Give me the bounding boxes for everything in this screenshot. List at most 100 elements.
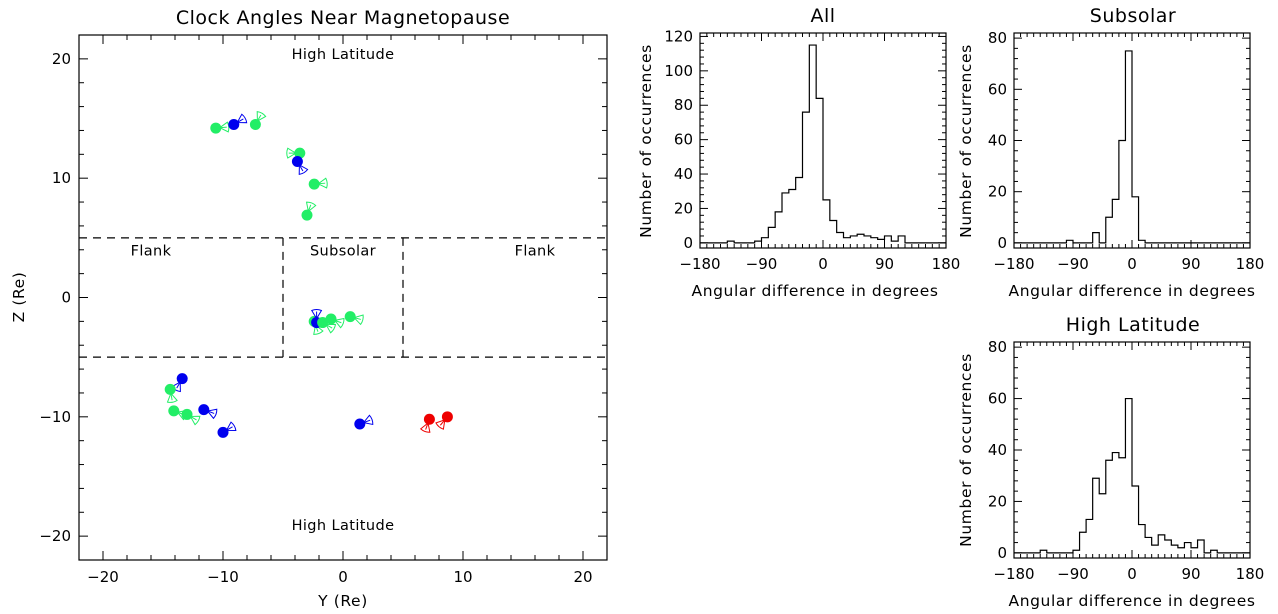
x-tick-label: 0 [338,568,348,586]
region-label: High Latitude [292,47,395,63]
y-tick-label: 10 [52,169,71,187]
histogram-high-latitude-ticks: −180 −90 0 90 180 0 20 40 60 80 [988,338,1264,583]
x-tick-label: −180 [993,565,1034,583]
point-marker [210,122,222,134]
scatter-point-green [249,111,267,130]
point-marker [164,383,176,395]
y-tick-label: 0 [997,234,1007,252]
y-tick-label: 20 [52,50,71,68]
point-marker [249,118,261,130]
histogram-subsolar-panel: Subsolar −180 −90 0 90 180 0 20 40 60 80 Angular … [957,5,1264,300]
scatter-x-axis-label: Y (Re) [317,592,368,610]
y-tick-label: 20 [988,492,1007,510]
region-label: High Latitude [292,518,395,534]
x-tick-label: 90 [875,255,894,273]
y-tick-label: 20 [988,183,1007,201]
point-marker [301,209,313,221]
point-marker [181,408,193,420]
point-marker [217,426,229,438]
y-tick-label: 40 [988,441,1007,459]
direction-fan [298,164,309,175]
x-tick-label: 180 [932,255,961,273]
scatter-point-green [164,383,178,403]
scatter-point-red [419,413,435,433]
histogram-high-latitude-panel: High Latitude −180 −90 0 90 180 0 20 40 60 80 Ang… [957,314,1264,610]
histogram-all-title: All [810,5,835,27]
y-tick-label: 0 [997,544,1007,562]
histogram-high-latitude-title: High Latitude [1066,314,1200,336]
x-tick-label: 10 [453,568,472,586]
direction-fan [313,324,324,335]
y-tick-label: 40 [674,165,693,183]
scatter-point-green [344,311,364,326]
direction-fan [435,419,446,430]
x-tick-label: 20 [573,568,592,586]
scatter-point-blue [228,113,248,130]
direction-fan [305,201,317,213]
histogram-subsolar-x-axis-label: Angular difference in degrees [1008,282,1255,300]
histogram-all-ticks: −180 −90 0 90 180 0 20 40 60 80 100 120 [664,27,960,273]
x-tick-label: −10 [207,568,239,586]
scatter-point-green [301,201,317,221]
y-tick-label: 0 [683,234,693,252]
y-tick-label: 0 [61,289,71,307]
x-tick-label: 90 [1181,565,1200,583]
x-tick-label: 0 [818,255,828,273]
x-tick-label: −90 [1057,255,1089,273]
scatter-title: Clock Angles Near Magnetopause [176,7,510,29]
direction-fan [236,113,248,124]
region-label: Flank [131,244,172,260]
y-tick-label: 20 [674,199,693,217]
point-marker [354,418,366,430]
x-tick-label: −20 [87,568,119,586]
scatter-point-blue [291,155,309,175]
scatter-point-red [435,411,453,430]
point-marker [344,311,356,323]
y-tick-label: 60 [988,390,1007,408]
x-tick-label: −180 [993,255,1034,273]
scatter-point-blue [354,414,374,430]
region-label: Subsolar [310,244,376,260]
y-tick-label: 80 [988,29,1007,47]
x-tick-label: 90 [1181,255,1200,273]
region-boundaries [79,237,607,358]
point-marker [176,373,188,385]
clock-angle-scatter-panel: Clock Angles Near Magnetopause High Lati… [10,7,608,610]
point-marker [198,404,210,416]
scatter-points [164,111,453,438]
direction-fan [256,111,267,122]
point-marker [291,155,303,167]
direction-fan [218,121,230,133]
point-marker [441,411,453,423]
y-tick-label: 40 [988,132,1007,150]
point-marker [325,313,337,325]
point-marker [168,405,180,417]
y-tick-label: 80 [988,338,1007,356]
x-tick-label: −180 [679,255,720,273]
histogram-all-steps [700,44,946,244]
x-tick-label: −90 [746,255,778,273]
histogram-subsolar-steps [1014,50,1250,244]
direction-fan [362,414,374,426]
scatter-point-green [286,147,306,159]
scatter-point-green [308,177,328,190]
region-label: Flank [515,244,556,260]
scatter-plot-frame [78,34,608,561]
histogram-high-latitude-y-axis-label: Number of occurrences [957,353,975,547]
point-marker [294,147,306,159]
direction-fan [325,323,337,334]
y-tick-label: −20 [39,527,71,545]
scatter-y-axis-label: Z (Re) [10,272,28,323]
histogram-all-x-axis-label: Angular difference in degrees [691,282,938,300]
direction-fan [310,309,323,320]
histogram-all-y-axis-label: Number of occurrences [637,44,655,238]
histogram-high-latitude-x-axis-label: Angular difference in degrees [1008,592,1255,610]
scatter-point-green [317,317,337,334]
x-tick-label: −90 [1057,565,1089,583]
histogram-subsolar-y-axis-label: Number of occurrences [957,44,975,238]
direction-fan [286,147,297,159]
y-tick-label: 80 [674,96,693,114]
y-tick-label: 120 [664,27,693,45]
scatter-point-green [210,121,230,134]
